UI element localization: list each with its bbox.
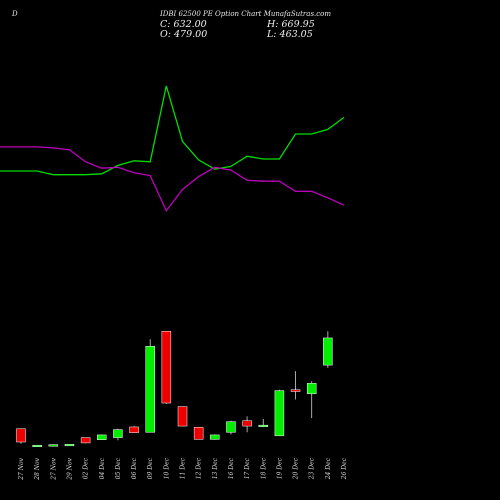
candle-body: [16, 428, 26, 443]
candle: [290, 371, 301, 400]
x-tick-label: 19 Dec: [276, 457, 283, 479]
candle-body: [274, 390, 285, 437]
candle-body: [97, 434, 107, 440]
candle: [32, 444, 42, 447]
x-tick-label: 02 Dec: [83, 457, 90, 479]
candle-body: [161, 330, 172, 404]
candle: [97, 434, 107, 441]
candle: [210, 434, 220, 440]
x-tick-label: 13 Dec: [212, 457, 219, 479]
candle: [48, 444, 59, 447]
candle-body: [226, 421, 236, 433]
x-tick-label: 12 Dec: [196, 457, 203, 479]
x-tick-label: 28 Nov: [34, 457, 41, 480]
low-value: L: 463.05: [267, 29, 313, 40]
chart-prefix: D: [12, 10, 18, 18]
x-tick-label: 23 Dec: [309, 457, 316, 480]
candle-body: [290, 389, 301, 392]
open-value: O: 479.00: [160, 29, 208, 40]
close-value: C: 632.00: [160, 19, 207, 30]
candle-body: [258, 424, 268, 427]
x-tick-label: 17 Dec: [244, 457, 251, 479]
candle-body: [193, 427, 204, 440]
x-tick-label: 29 Nov: [66, 457, 73, 480]
x-tick-label: 24 Dec: [325, 457, 332, 480]
candle-body: [210, 434, 220, 440]
candle-body: [306, 383, 317, 395]
x-tick-label: 05 Dec: [115, 457, 122, 479]
candle: [113, 428, 123, 441]
high-value: H: 669.95: [267, 19, 315, 30]
candle: [226, 420, 236, 435]
candle-body: [242, 420, 252, 427]
x-tick-label: 27 Nov: [18, 457, 25, 480]
chart-title: IDBI 62500 PE Option Chart MunafaSutras.…: [160, 10, 332, 18]
candle-body: [323, 337, 333, 366]
x-tick-label: 06 Dec: [131, 457, 138, 479]
candle-body: [48, 444, 59, 447]
x-tick-label: 09 Dec: [147, 457, 154, 479]
candle-body: [80, 437, 91, 444]
candle: [258, 418, 268, 427]
candle: [64, 444, 75, 447]
candle: [274, 389, 285, 437]
x-tick-label: 10 Dec: [163, 457, 170, 479]
candle-body: [177, 406, 188, 427]
candle: [193, 426, 204, 440]
x-tick-label: 18 Dec: [260, 457, 267, 479]
candle-body: [145, 346, 155, 433]
x-tick-label: 16 Dec: [228, 457, 235, 479]
candle: [80, 437, 91, 444]
candle: [306, 381, 317, 419]
x-tick-label: 26 Dec: [341, 457, 348, 480]
indicator-line-lower: [0, 146, 345, 213]
candle: [129, 426, 139, 433]
candle-body: [129, 426, 139, 433]
x-tick-label: 11 Dec: [180, 457, 187, 479]
x-tick-label: 20 Dec: [293, 457, 300, 480]
candle-body: [32, 444, 42, 447]
x-axis-labels: 27 Nov 28 Nov 27 Nov 29 Nov 02 Dec 04 Dec 05 D…: [18, 457, 348, 480]
candle: [323, 331, 333, 368]
indicator-lines: [0, 85, 345, 213]
x-tick-label: 27 Nov: [50, 457, 57, 480]
indicator-line-upper: [0, 85, 345, 176]
candle: [161, 330, 172, 404]
x-tick-label: 04 Dec: [99, 457, 106, 479]
candle: [145, 339, 155, 433]
candle: [242, 416, 252, 433]
candle-body: [64, 444, 75, 447]
candles: [16, 330, 333, 447]
candle-body: [113, 429, 123, 438]
candle: [177, 406, 188, 427]
candle: [16, 428, 26, 444]
